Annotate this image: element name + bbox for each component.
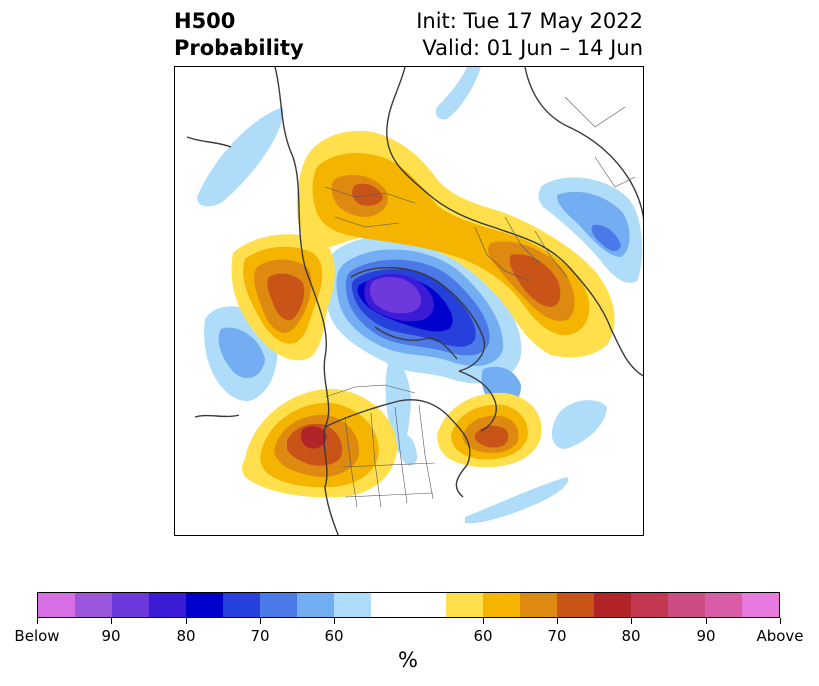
colorbar-tick-label: Below bbox=[14, 627, 60, 645]
colorbar-tick-label: 90 bbox=[696, 627, 716, 645]
colorbar-tick bbox=[186, 618, 187, 624]
colorbar-tick-label: 90 bbox=[101, 627, 121, 645]
title-product: Probability bbox=[174, 36, 304, 60]
forecast-info: Init: Tue 17 May 2022 Valid: 01 Jun – 14… bbox=[416, 8, 643, 62]
colorbar-swatch bbox=[482, 593, 520, 617]
chart-title: H500 Probability bbox=[174, 8, 304, 62]
init-date: Init: Tue 17 May 2022 bbox=[416, 9, 643, 33]
colorbar bbox=[37, 592, 780, 618]
colorbar-tick-label: Above bbox=[756, 627, 804, 645]
colorbar-swatch bbox=[630, 593, 668, 617]
colorbar-tick-label: 60 bbox=[324, 627, 344, 645]
below-normal-areas bbox=[197, 67, 643, 524]
title-variable: H500 bbox=[174, 9, 236, 33]
probability-map bbox=[186, 67, 643, 535]
colorbar-swatch bbox=[556, 593, 594, 617]
colorbar-swatch bbox=[186, 593, 224, 617]
coastlines bbox=[186, 67, 643, 535]
colorbar-swatch bbox=[223, 593, 261, 617]
colorbar-swatch bbox=[112, 593, 150, 617]
colorbar-tick bbox=[706, 618, 707, 624]
colorbar-tick-label: 80 bbox=[176, 627, 196, 645]
colorbar-tick bbox=[111, 618, 112, 624]
colorbar-swatch bbox=[704, 593, 742, 617]
colorbar-tick bbox=[483, 618, 484, 624]
map-panel bbox=[174, 66, 644, 536]
colorbar-tick bbox=[334, 618, 335, 624]
below-anomaly-pacific-west bbox=[197, 107, 284, 207]
colorbar-swatch bbox=[260, 593, 298, 617]
colorbar-swatch bbox=[593, 593, 631, 617]
political-borders bbox=[324, 96, 636, 508]
colorbar-tick bbox=[260, 618, 261, 624]
colorbar-swatch bbox=[408, 593, 446, 617]
colorbar-swatch bbox=[741, 593, 779, 617]
colorbar-tick bbox=[37, 618, 38, 624]
colorbar-tick-label: 80 bbox=[621, 627, 641, 645]
colorbar-tick bbox=[780, 618, 781, 624]
colorbar-swatch bbox=[519, 593, 557, 617]
colorbar-units: % bbox=[398, 648, 418, 672]
colorbar-swatch bbox=[297, 593, 335, 617]
colorbar-tick bbox=[557, 618, 558, 624]
above-normal-areas bbox=[231, 130, 615, 498]
colorbar-swatch bbox=[445, 593, 483, 617]
colorbar-swatch bbox=[371, 593, 409, 617]
colorbar-swatch bbox=[149, 593, 187, 617]
colorbar-tick-label: 60 bbox=[473, 627, 493, 645]
colorbar-swatch bbox=[38, 593, 76, 617]
valid-period: Valid: 01 Jun – 14 Jun bbox=[422, 36, 643, 60]
colorbar-tick bbox=[631, 618, 632, 624]
below-anomaly-atlantic bbox=[551, 400, 607, 449]
colorbar-swatch bbox=[334, 593, 372, 617]
colorbar-tick-label: 70 bbox=[547, 627, 567, 645]
colorbar-swatch bbox=[75, 593, 113, 617]
colorbar-tick-label: 70 bbox=[250, 627, 270, 645]
colorbar-swatch bbox=[667, 593, 705, 617]
